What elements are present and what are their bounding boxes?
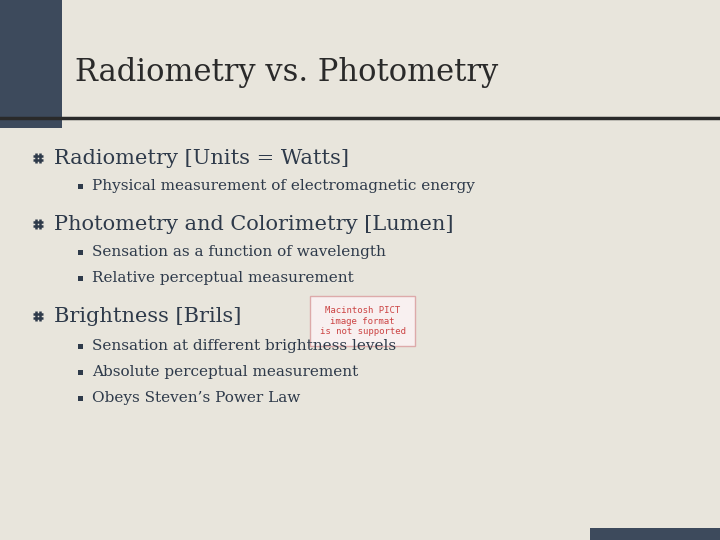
Bar (78, 369, 83, 375)
Text: Obeys Steven’s Power Law: Obeys Steven’s Power Law (92, 391, 300, 405)
Text: Radiometry vs. Photometry: Radiometry vs. Photometry (75, 57, 498, 87)
Text: Absolute perceptual measurement: Absolute perceptual measurement (92, 365, 359, 379)
Bar (78, 275, 83, 280)
Bar (78, 395, 83, 401)
Bar (590, 528, 720, 540)
Text: Sensation at different brightness levels: Sensation at different brightness levels (92, 339, 396, 353)
Text: Sensation as a function of wavelength: Sensation as a function of wavelength (92, 245, 386, 259)
Text: Relative perceptual measurement: Relative perceptual measurement (92, 271, 354, 285)
Text: Brightness [Brils]: Brightness [Brils] (54, 307, 241, 326)
Bar (78, 184, 83, 188)
FancyBboxPatch shape (310, 296, 415, 346)
Text: Radiometry [Units = Watts]: Radiometry [Units = Watts] (54, 148, 349, 167)
Bar (78, 249, 83, 254)
Bar (0, 0, 62, 128)
Text: Macintosh PICT
image format
is not supported: Macintosh PICT image format is not suppo… (320, 306, 405, 336)
Text: Photometry and Colorimetry [Lumen]: Photometry and Colorimetry [Lumen] (54, 214, 454, 233)
Bar (78, 343, 83, 348)
Text: Physical measurement of electromagnetic energy: Physical measurement of electromagnetic … (92, 179, 475, 193)
